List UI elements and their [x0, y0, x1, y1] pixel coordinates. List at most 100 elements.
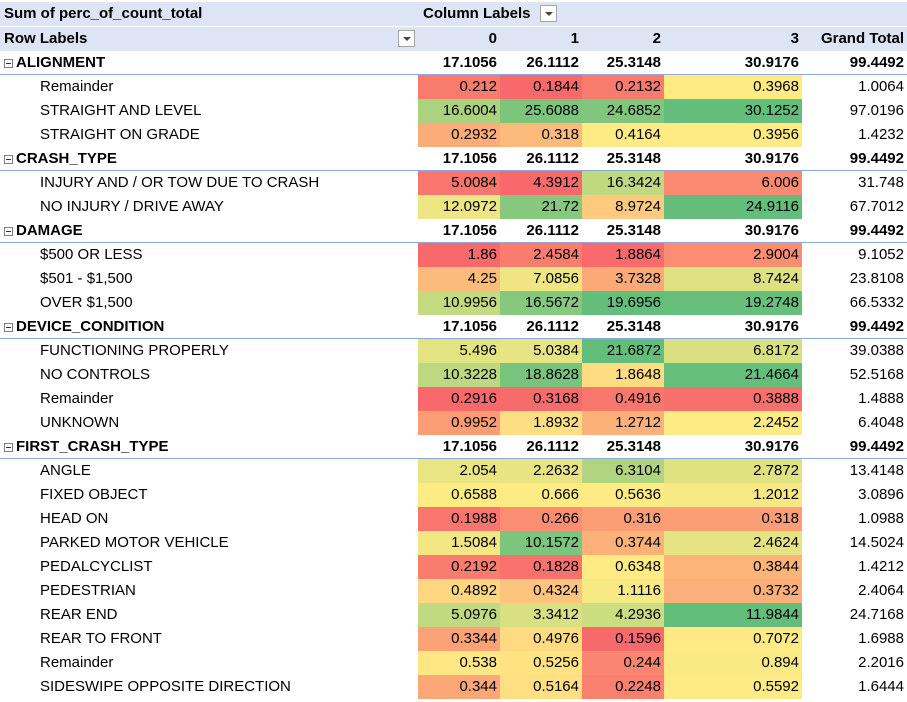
group-subtotal-2[interactable]: 25.3148	[606, 150, 661, 167]
value-cell-3[interactable]: 2.9004	[664, 243, 802, 267]
group-row-device-condition[interactable]: DEVICE_CONDITION 17.1056 26.1112 25.3148 30.…	[0, 315, 907, 339]
value-cell-0[interactable]: 0.2932	[418, 123, 500, 147]
group-subtotal-2[interactable]: 25.3148	[606, 222, 661, 239]
group-subtotal-0[interactable]: 17.1056	[442, 222, 497, 239]
value-cell-1[interactable]: 0.266	[500, 507, 582, 531]
value-cell-3[interactable]: 1.2012	[664, 483, 802, 507]
row-grand-total[interactable]: 2.2016	[858, 654, 904, 671]
row-grand-total[interactable]: 1.6444	[858, 678, 904, 695]
row-grand-total[interactable]: 6.4048	[858, 414, 904, 431]
table-row[interactable]: ANGLE 2.054 2.2632 6.3104 2.7872 13.4148	[0, 459, 907, 483]
column-labels-filter-dropdown-icon[interactable]	[540, 5, 557, 22]
value-cell-3[interactable]: 21.4664	[664, 363, 802, 387]
group-label-cell[interactable]: CRASH_TYPE	[0, 147, 418, 171]
value-cell-0[interactable]: 4.25	[418, 267, 500, 291]
value-cell-2[interactable]: 1.8864	[582, 243, 664, 267]
row-label[interactable]: NO CONTROLS	[40, 366, 151, 383]
value-cell-2[interactable]: 19.6956	[582, 291, 664, 315]
value-cell-1[interactable]: 16.5672	[500, 291, 582, 315]
table-row[interactable]: STRAIGHT AND LEVEL 16.6004 25.6088 24.6852 3…	[0, 99, 907, 123]
collapse-toggle-icon[interactable]	[4, 155, 13, 164]
row-grand-total[interactable]: 1.6988	[858, 630, 904, 647]
table-row[interactable]: $500 OR LESS 1.86 2.4584 1.8864 2.9004 9.1052	[0, 243, 907, 267]
measure-label[interactable]: Sum of perc_of_count_total	[4, 5, 203, 22]
column-header-0[interactable]: 0	[488, 30, 497, 47]
value-cell-1[interactable]: 3.3412	[500, 603, 582, 627]
table-row[interactable]: NO CONTROLS 10.3228 18.8628 1.8648 21.4664 52…	[0, 363, 907, 387]
value-cell-2[interactable]: 1.8648	[582, 363, 664, 387]
group-row-alignment[interactable]: ALIGNMENT 17.1056 26.1112 25.3148 30.9176 99.…	[0, 51, 907, 75]
value-cell-1[interactable]: 2.2632	[500, 459, 582, 483]
value-cell-3[interactable]: 6.8172	[664, 339, 802, 363]
table-row[interactable]: Remainder 0.212 0.1844 0.2132 0.3968 1.0064	[0, 75, 907, 99]
table-row[interactable]: PARKED MOTOR VEHICLE 1.5084 10.1572 0.3744 2…	[0, 531, 907, 555]
value-cell-2[interactable]: 4.2936	[582, 603, 664, 627]
group-subtotal-3[interactable]: 30.9176	[744, 438, 799, 455]
value-cell-1[interactable]: 0.1828	[500, 555, 582, 579]
row-label[interactable]: PEDESTRIAN	[40, 582, 136, 599]
row-label[interactable]: REAR TO FRONT	[40, 630, 162, 647]
value-cell-1[interactable]: 5.0384	[500, 339, 582, 363]
group-subtotal-3[interactable]: 30.9176	[744, 54, 799, 71]
value-cell-0[interactable]: 0.9952	[418, 411, 500, 435]
table-row[interactable]: Remainder 0.2916 0.3168 0.4916 0.3888 1.4888	[0, 387, 907, 411]
value-cell-1[interactable]: 10.1572	[500, 531, 582, 555]
row-label[interactable]: $500 OR LESS	[40, 246, 143, 263]
row-label[interactable]: REAR END	[40, 606, 118, 623]
group-subtotal-1[interactable]: 26.1112	[526, 54, 579, 71]
value-cell-0[interactable]: 0.538	[418, 651, 500, 675]
value-cell-1[interactable]: 18.8628	[500, 363, 582, 387]
row-grand-total[interactable]: 1.4232	[858, 126, 904, 143]
table-row[interactable]: NO INJURY / DRIVE AWAY 12.0972 21.72 8.9724…	[0, 195, 907, 219]
value-cell-3[interactable]: 2.7872	[664, 459, 802, 483]
value-cell-2[interactable]: 6.3104	[582, 459, 664, 483]
row-label[interactable]: FIXED OBJECT	[40, 486, 148, 503]
row-grand-total[interactable]: 1.0988	[858, 510, 904, 527]
group-subtotal-1[interactable]: 26.1112	[526, 150, 579, 167]
value-cell-1[interactable]: 0.318	[500, 123, 582, 147]
value-cell-2[interactable]: 16.3424	[582, 171, 664, 195]
value-cell-2[interactable]: 0.316	[582, 507, 664, 531]
table-row[interactable]: PEDALCYCLIST 0.2192 0.1828 0.6348 0.3844 1.42…	[0, 555, 907, 579]
table-row[interactable]: FIXED OBJECT 0.6588 0.666 0.5636 1.2012 3.089…	[0, 483, 907, 507]
row-label[interactable]: PEDALCYCLIST	[40, 558, 153, 575]
value-cell-0[interactable]: 0.3344	[418, 627, 500, 651]
value-cell-3[interactable]: 0.894	[664, 651, 802, 675]
row-label[interactable]: Remainder	[40, 78, 114, 95]
value-cell-0[interactable]: 0.2916	[418, 387, 500, 411]
group-subtotal-0[interactable]: 17.1056	[442, 150, 497, 167]
value-cell-1[interactable]: 25.6088	[500, 99, 582, 123]
group-row-crash-type[interactable]: CRASH_TYPE 17.1056 26.1112 25.3148 30.9176 99…	[0, 147, 907, 171]
row-grand-total[interactable]: 24.7168	[849, 606, 904, 623]
row-grand-total[interactable]: 97.0196	[849, 102, 904, 119]
row-grand-total[interactable]: 23.8108	[849, 270, 904, 287]
row-label[interactable]: Remainder	[40, 390, 114, 407]
row-label[interactable]: STRAIGHT ON GRADE	[40, 126, 200, 143]
table-row[interactable]: UNKNOWN 0.9952 1.8932 1.2712 2.2452 6.4048	[0, 411, 907, 435]
table-row[interactable]: $501 - $1,500 4.25 7.0856 3.7328 8.7424 23.81…	[0, 267, 907, 291]
row-labels-filter-dropdown-icon[interactable]	[398, 30, 415, 47]
table-row[interactable]: Remainder 0.538 0.5256 0.244 0.894 2.2016	[0, 651, 907, 675]
value-cell-3[interactable]: 24.9116	[664, 195, 802, 219]
group-subtotal-0[interactable]: 17.1056	[442, 318, 497, 335]
row-label[interactable]: OVER $1,500	[40, 294, 133, 311]
row-grand-total[interactable]: 1.4888	[858, 390, 904, 407]
collapse-toggle-icon[interactable]	[4, 227, 13, 236]
value-cell-3[interactable]: 0.3956	[664, 123, 802, 147]
row-label[interactable]: FUNCTIONING PROPERLY	[40, 342, 229, 359]
table-row[interactable]: FUNCTIONING PROPERLY 5.496 5.0384 21.6872 6.…	[0, 339, 907, 363]
value-cell-3[interactable]: 19.2748	[664, 291, 802, 315]
column-header-3[interactable]: 3	[790, 30, 799, 47]
value-cell-3[interactable]: 30.1252	[664, 99, 802, 123]
row-grand-total[interactable]: 2.4064	[858, 582, 904, 599]
row-label[interactable]: SIDESWIPE OPPOSITE DIRECTION	[40, 678, 291, 695]
value-cell-1[interactable]: 1.8932	[500, 411, 582, 435]
row-label[interactable]: STRAIGHT AND LEVEL	[40, 102, 202, 119]
value-cell-2[interactable]: 1.2712	[582, 411, 664, 435]
group-grand-total[interactable]: 99.4492	[849, 150, 904, 167]
value-cell-3[interactable]: 0.3888	[664, 387, 802, 411]
grand-total-header[interactable]: Grand Total	[820, 30, 904, 47]
value-cell-3[interactable]: 8.7424	[664, 267, 802, 291]
row-grand-total[interactable]: 9.1052	[858, 246, 904, 263]
value-cell-2[interactable]: 21.6872	[582, 339, 664, 363]
